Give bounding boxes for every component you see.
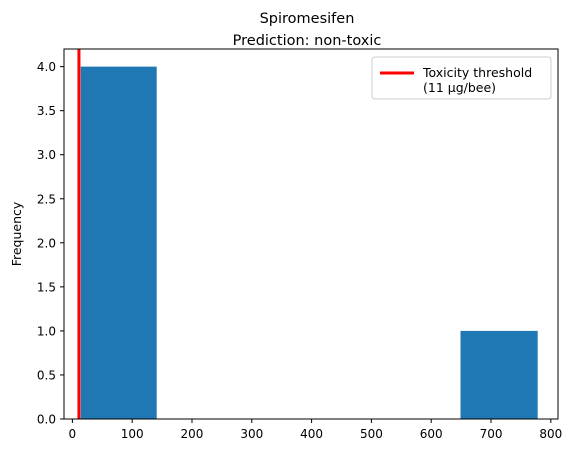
x-tick-label: 700 — [480, 427, 503, 441]
x-tick-label: 600 — [420, 427, 443, 441]
x-tick-label: 100 — [121, 427, 144, 441]
chart-title: Spiromesifen — [260, 11, 355, 27]
y-tick-label: 3.0 — [37, 148, 56, 162]
legend: Toxicity threshold (11 µg/bee) — [371, 56, 552, 100]
legend-box — [371, 56, 552, 100]
y-tick-label: 4.0 — [37, 60, 56, 74]
x-tick-label: 800 — [539, 427, 562, 441]
y-tick-label: 1.0 — [37, 324, 56, 338]
legend-label-line1: Toxicity threshold — [422, 65, 532, 80]
plot-frame — [63, 48, 559, 420]
y-tick-label: 0.0 — [37, 413, 56, 427]
y-tick-label: 2.5 — [37, 192, 56, 206]
y-axis-label: Frequency — [9, 201, 24, 266]
x-tick-label: 400 — [300, 427, 323, 441]
y-tick-label: 3.5 — [37, 104, 56, 118]
legend-label-line2: (11 µg/bee) — [423, 80, 496, 95]
x-tick-label: 0 — [69, 427, 77, 441]
chart-subtitle: Prediction: non-toxic — [233, 33, 382, 49]
y-axis: 0.0 0.5 1.0 1.5 2.0 2.5 3.0 3.5 4.0 — [37, 60, 64, 427]
histogram-bar-0 — [80, 66, 157, 419]
y-tick-label: 0.5 — [37, 368, 56, 382]
y-tick-label: 1.5 — [37, 280, 56, 294]
y-tick-label: 2.0 — [37, 236, 56, 250]
x-tick-label: 300 — [240, 427, 263, 441]
histogram-bar-5 — [460, 330, 538, 419]
bars-group — [80, 66, 538, 419]
x-tick-label: 200 — [181, 427, 204, 441]
x-tick-label: 500 — [360, 427, 383, 441]
x-axis: 0 100 200 300 400 500 600 700 800 — [69, 419, 562, 441]
